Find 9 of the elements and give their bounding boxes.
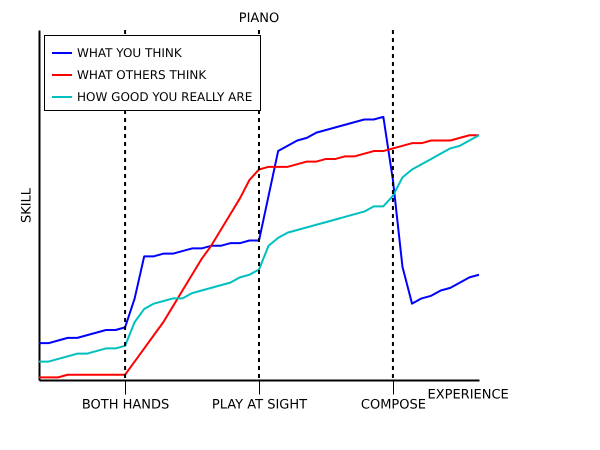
legend-label: HOW GOOD YOU REALLY ARE (77, 90, 252, 104)
y-axis-title: SKILL (20, 187, 34, 224)
x-tick-label: BOTH HANDS (82, 398, 170, 412)
legend-label: WHAT YOU THINK (77, 46, 183, 60)
x-tick-label: PLAY AT SIGHT (212, 398, 308, 412)
chart-title: PIANO (238, 11, 280, 26)
legend-label: WHAT OTHERS THINK (77, 68, 208, 82)
x-tick-label: COMPOSE (360, 398, 426, 412)
x-axis-title: EXPERIENCE (428, 388, 509, 402)
